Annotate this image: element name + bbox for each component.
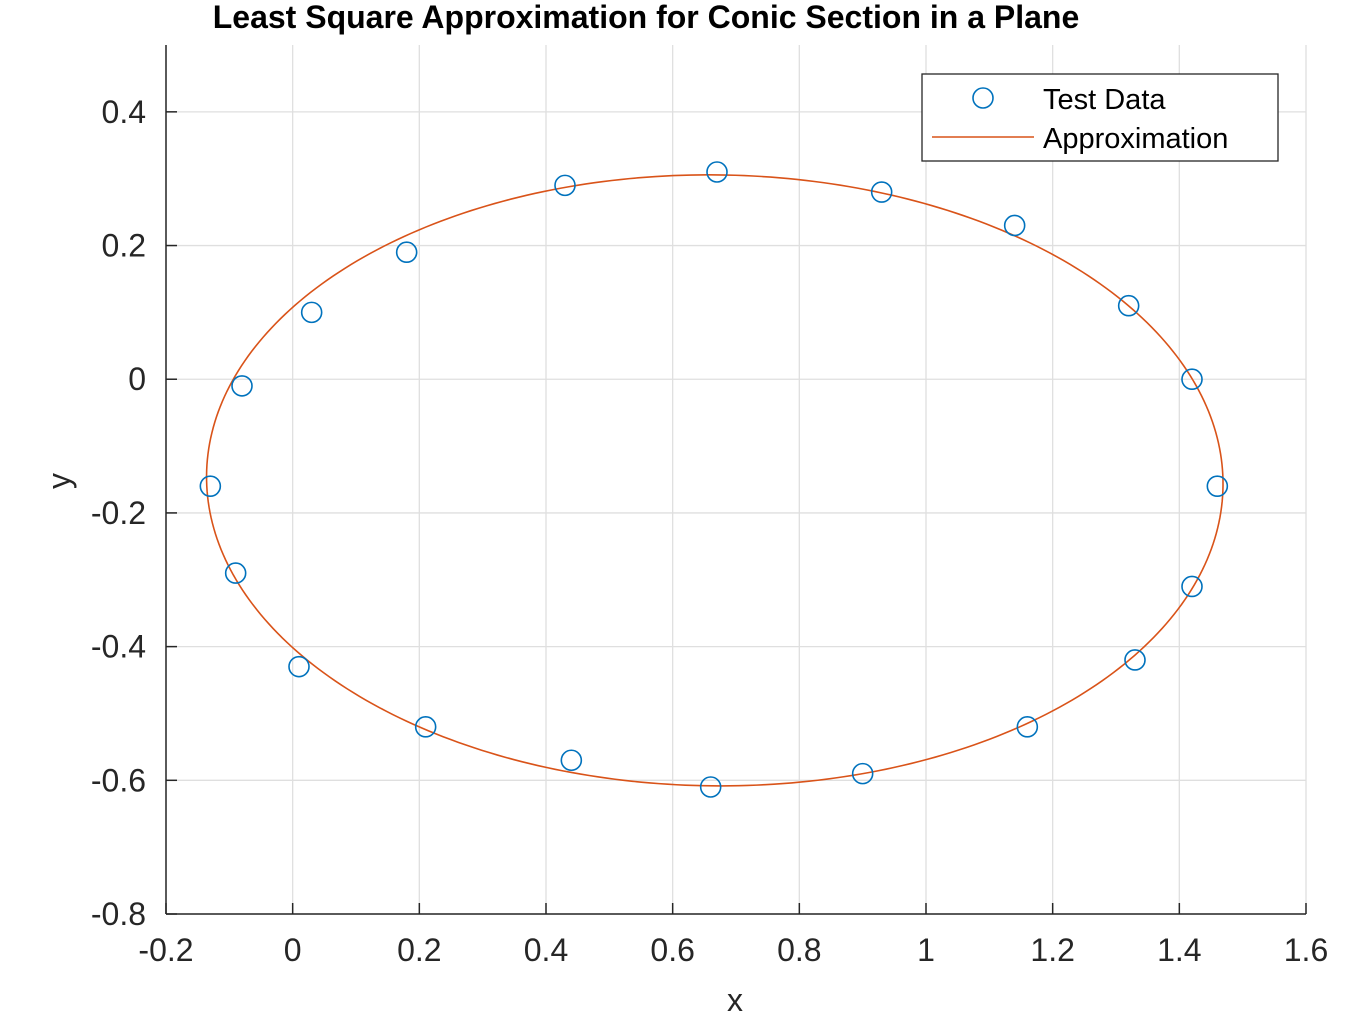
y-tick-label: -0.4 — [91, 629, 146, 665]
data-point — [1181, 575, 1203, 598]
x-tick-label: 1.6 — [1284, 932, 1328, 968]
y-tick-label: 0.2 — [102, 228, 146, 264]
data-point — [1003, 214, 1026, 237]
y-axis-label: y — [41, 473, 77, 489]
data-point — [699, 776, 722, 798]
legend: Test Data Approximation — [921, 73, 1279, 162]
x-tick-label: 0.2 — [397, 932, 441, 968]
x-tick-label: 1.4 — [1157, 932, 1201, 968]
data-point — [300, 301, 323, 324]
y-tick-label: -0.8 — [91, 896, 146, 932]
approximation-series — [205, 174, 1224, 787]
test-data-series — [199, 161, 1229, 798]
legend-label-approximation: Approximation — [1043, 123, 1228, 155]
tick-labels: -0.2 0 0.2 0.4 0.6 0.8 1 1.2 1.4 1.6 -0.8 -0.6 -0.4 -… — [91, 94, 1328, 968]
data-point — [1181, 368, 1203, 391]
chart-title: Least Square Approximation for Conic Sec… — [213, 0, 1080, 35]
approximation-curve — [205, 174, 1224, 787]
x-tick-label: 1 — [917, 932, 935, 968]
data-point — [851, 762, 874, 785]
axes — [165, 45, 1307, 915]
data-point — [1117, 294, 1140, 317]
data-point — [1016, 716, 1039, 738]
data-point — [414, 716, 437, 738]
data-point — [1206, 475, 1229, 497]
data-point — [870, 181, 893, 203]
x-tick-label: -0.2 — [138, 932, 193, 968]
data-point — [706, 161, 728, 183]
data-point — [395, 241, 418, 264]
data-point — [1124, 649, 1146, 671]
data-point — [224, 562, 247, 584]
x-tick-label: 0.8 — [777, 932, 821, 968]
x-tick-label: 0.6 — [650, 932, 694, 968]
x-tick-label: 1.2 — [1030, 932, 1074, 968]
data-point — [288, 655, 310, 678]
data-point — [554, 174, 576, 197]
legend-marker-test-data — [972, 87, 994, 109]
data-point — [560, 749, 583, 772]
x-axis-label: x — [727, 982, 743, 1016]
y-tick-label: 0 — [128, 361, 146, 397]
data-point — [231, 375, 253, 397]
y-tick-label: -0.6 — [91, 762, 146, 798]
x-tick-label: 0 — [284, 932, 302, 968]
legend-label-test-data: Test Data — [1043, 84, 1166, 116]
x-tick-label: 0.4 — [524, 932, 568, 968]
y-tick-label: 0.4 — [102, 94, 146, 130]
y-tick-label: -0.2 — [91, 495, 146, 531]
data-point — [199, 475, 222, 497]
